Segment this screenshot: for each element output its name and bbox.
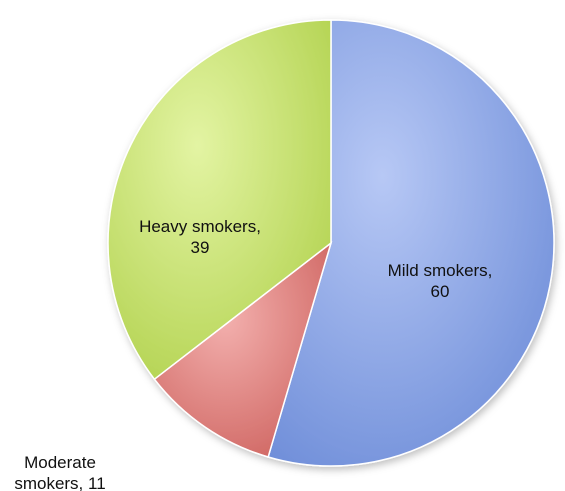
slice-label-mild-smokers: Mild smokers, 60: [388, 261, 493, 301]
pie-slice-moderate-smokers: [153, 240, 333, 458]
pie-slice-mild-smokers: [267, 19, 555, 467]
pie-slices: [107, 19, 555, 467]
slice-label-moderate-smokers: Moderate smokers, 11: [14, 453, 105, 491]
pie-slice-heavy-smokers: [107, 19, 332, 381]
slice-label-heavy-smokers: Heavy smokers, 39: [139, 217, 261, 257]
pie-labels: Mild smokers, 60 Moderate smokers, 11 Heavy …: [14, 217, 492, 491]
